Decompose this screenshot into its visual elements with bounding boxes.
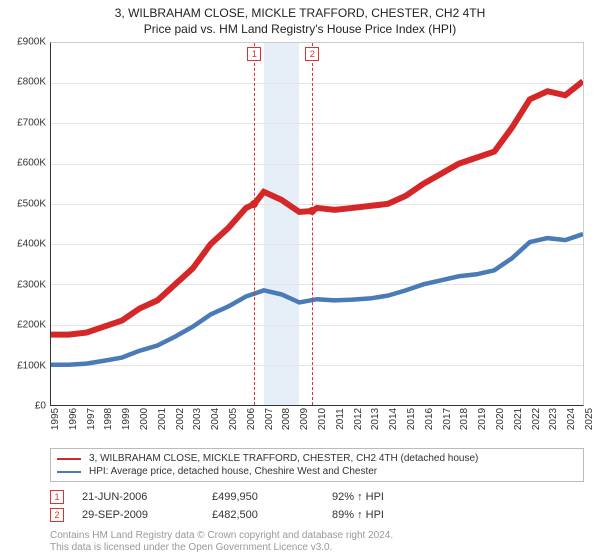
sale-marker-line [312,43,313,405]
x-axis-label: 2012 [353,408,364,430]
chart-title: 3, WILBRAHAM CLOSE, MICKLE TRAFFORD, CHE… [0,6,600,20]
x-axis-label: 2021 [513,408,524,430]
sale-row: 1 21-JUN-2006 £499,950 92% ↑ HPI [50,488,584,506]
y-axis-label: £600K [4,158,46,169]
x-axis-label: 1996 [68,408,79,430]
plot-area: 12 [50,42,584,406]
y-axis-label: £700K [4,117,46,128]
sale-date: 21-JUN-2006 [82,491,172,503]
y-axis-label: £0 [4,401,46,412]
sale-point [250,200,258,208]
sale-pct: 92% ↑ HPI [332,491,412,503]
x-axis-label: 1998 [103,408,114,430]
footer-line-2: This data is licensed under the Open Gov… [50,542,584,554]
x-axis-label: 2004 [210,408,221,430]
x-axis-label: 2016 [424,408,435,430]
x-axis-label: 2024 [566,408,577,430]
y-axis-label: £300K [4,279,46,290]
sale-marker-line [254,43,255,405]
x-axis-label: 2022 [531,408,542,430]
x-axis-label: 2002 [175,408,186,430]
series-property_price [51,81,583,334]
sale-index-box: 2 [50,508,64,522]
legend: 3, WILBRAHAM CLOSE, MICKLE TRAFFORD, CHE… [50,448,584,482]
x-axis-label: 2013 [370,408,381,430]
x-axis-label: 2000 [139,408,150,430]
title-block: 3, WILBRAHAM CLOSE, MICKLE TRAFFORD, CHE… [0,0,600,38]
legend-swatch [57,458,81,460]
sale-price: £482,500 [212,509,292,521]
x-axis-label: 2019 [477,408,488,430]
x-axis-label: 2018 [459,408,470,430]
x-axis-label: 2005 [228,408,239,430]
legend-label: 3, WILBRAHAM CLOSE, MICKLE TRAFFORD, CHE… [89,453,478,464]
y-axis-label: £900K [4,37,46,48]
x-axis-label: 2007 [264,408,275,430]
x-axis-label: 2020 [495,408,506,430]
legend-item: HPI: Average price, detached house, Ches… [57,465,577,478]
x-axis-label: 1997 [86,408,97,430]
footer-text: Contains HM Land Registry data © Crown c… [50,530,584,554]
x-axis-label: 1999 [121,408,132,430]
x-axis-label: 2023 [548,408,559,430]
sale-point [308,207,316,215]
y-axis-label: £400K [4,239,46,250]
sale-marker-label: 1 [247,47,261,61]
y-axis-label: £500K [4,198,46,209]
footer-line-1: Contains HM Land Registry data © Crown c… [50,530,584,542]
chart-subtitle: Price paid vs. HM Land Registry's House … [0,22,600,36]
sale-row: 2 29-SEP-2009 £482,500 89% ↑ HPI [50,506,584,524]
y-axis-label: £800K [4,77,46,88]
chart-container: 3, WILBRAHAM CLOSE, MICKLE TRAFFORD, CHE… [0,0,600,560]
series-hpi [51,234,583,365]
x-axis-label: 2014 [388,408,399,430]
x-axis-label: 2003 [192,408,203,430]
x-axis-label: 2025 [584,408,595,430]
sale-date: 29-SEP-2009 [82,509,172,521]
x-axis-label: 2011 [335,408,346,430]
sale-pct: 89% ↑ HPI [332,509,412,521]
y-axis-label: £100K [4,360,46,371]
sale-marker-label: 2 [305,47,319,61]
x-axis-label: 1995 [50,408,61,430]
legend-swatch [57,471,81,473]
legend-item: 3, WILBRAHAM CLOSE, MICKLE TRAFFORD, CHE… [57,452,577,465]
y-axis-label: £200K [4,320,46,331]
sale-index-box: 1 [50,490,64,504]
chart-area: 12 £0£100K£200K£300K£400K£500K£600K£700K… [4,42,584,442]
x-axis-label: 2010 [317,408,328,430]
x-axis-label: 2009 [299,408,310,430]
x-axis-label: 2008 [281,408,292,430]
line-svg [51,43,583,405]
x-axis-label: 2015 [406,408,417,430]
sales-table: 1 21-JUN-2006 £499,950 92% ↑ HPI 2 29-SEP-200… [50,488,584,524]
x-axis-label: 2006 [246,408,257,430]
x-axis-label: 2001 [157,408,168,430]
legend-label: HPI: Average price, detached house, Ches… [89,466,377,477]
x-axis-label: 2017 [442,408,453,430]
sale-price: £499,950 [212,491,292,503]
